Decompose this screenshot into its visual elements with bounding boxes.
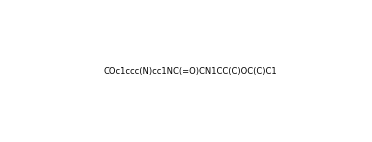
Text: COc1ccc(N)cc1NC(=O)CN1CC(C)OC(C)C1: COc1ccc(N)cc1NC(=O)CN1CC(C)OC(C)C1 [104, 67, 278, 76]
